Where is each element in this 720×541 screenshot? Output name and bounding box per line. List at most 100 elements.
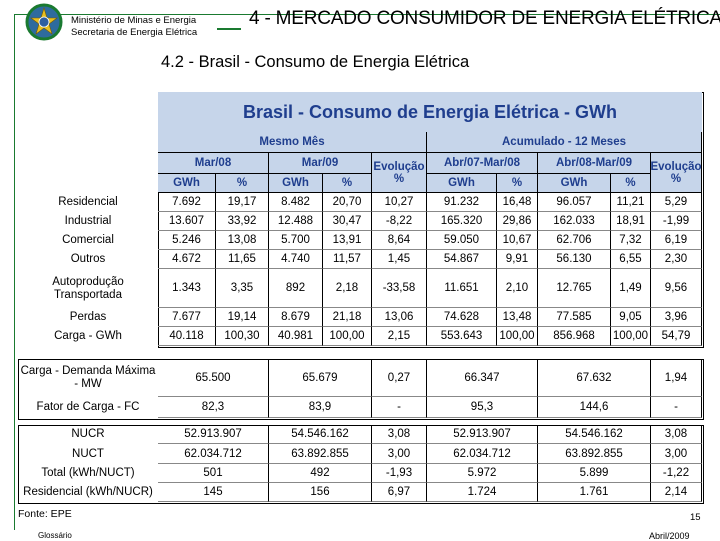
unit-header-7: % [611, 174, 651, 193]
table-cell: 11,21 [611, 193, 651, 212]
row-label: Perdas [69, 311, 107, 323]
table-cell: 2,30 [651, 250, 702, 269]
table-cell: 18,91 [611, 212, 651, 231]
table-cell: -33,58 [372, 269, 427, 308]
table-cell: 62.034.712 [427, 444, 538, 464]
consumer-table [18, 425, 704, 504]
table-cell: 96.057 [538, 193, 611, 212]
group-header-mesmo-mes: Mesmo Mês [158, 132, 427, 153]
table-cell: -1,93 [372, 464, 427, 483]
load-table [18, 359, 704, 420]
table-cell: 54.546.162 [269, 425, 372, 444]
table-cell: 156 [269, 483, 372, 502]
table-cell: 5.972 [427, 464, 538, 483]
period-header-3: Abr/07-Mar/08 [427, 153, 538, 174]
table-cell: 56.130 [538, 250, 611, 269]
row-label: Autoprodução Transportada [52, 275, 124, 301]
table-cell: 3,00 [372, 444, 427, 464]
table-cell: 12.488 [269, 212, 323, 231]
table-cell: 145 [158, 483, 269, 502]
table-cell: 62.034.712 [158, 444, 269, 464]
table-cell: 63.892.855 [269, 444, 372, 464]
table-cell: 492 [269, 464, 372, 483]
table-cell: 95,3 [427, 397, 538, 418]
row-label: Carga - GWh [54, 330, 122, 342]
table-cell: 165.320 [427, 212, 497, 231]
table-cell: 29,86 [497, 212, 538, 231]
table-cell: 13,08 [216, 231, 269, 250]
table-cell: 13,48 [497, 308, 538, 327]
table-cell: 12.765 [538, 269, 611, 308]
period-header-4: Abr/08-Mar/09 [538, 153, 651, 174]
frame-left-line [14, 14, 15, 530]
table-cell: 100,00 [323, 327, 372, 346]
table-cell: 62.706 [538, 231, 611, 250]
table-cell: 7.692 [158, 193, 216, 212]
table-cell: 4.672 [158, 250, 216, 269]
table-cell: 77.585 [538, 308, 611, 327]
row-label: Outros [70, 253, 106, 265]
table-cell: 1.724 [427, 483, 538, 502]
row-label: Fator de Carga - FC [36, 401, 140, 413]
table-cell: 856.968 [538, 327, 611, 346]
table-cell: 3,00 [651, 444, 702, 464]
table-cell: 54.546.162 [538, 425, 651, 444]
table-cell: 33,92 [216, 212, 269, 231]
table-cell: 9,56 [651, 269, 702, 308]
table-cell: 82,3 [158, 397, 269, 418]
table-cell: 2,15 [372, 327, 427, 346]
table-cell: 892 [269, 269, 323, 308]
table-cell: 10,27 [372, 193, 427, 212]
table-cell: 19,14 [216, 308, 269, 327]
table-cell: 3,08 [651, 425, 702, 444]
table-cell: 7,32 [611, 231, 651, 250]
table-cell: 13.607 [158, 212, 216, 231]
table-cell: 100,00 [497, 327, 538, 346]
national-emblem-icon [25, 3, 63, 41]
row-label: Industrial [64, 215, 112, 227]
table-cell: 144,6 [538, 397, 651, 418]
table-cell: 8.482 [269, 193, 323, 212]
table-cell: 91.232 [427, 193, 497, 212]
table-cell: 6,19 [651, 231, 702, 250]
table-cell: 20,70 [323, 193, 372, 212]
table-cell: -1,99 [651, 212, 702, 231]
page-subtitle: 4.2 - Brasil - Consumo de Energia Elétri… [161, 53, 470, 71]
unit-header-6: GWh [538, 174, 611, 193]
table-cell: 162.033 [538, 212, 611, 231]
unit-header-1: % [216, 174, 269, 193]
row-label: NUCT [72, 447, 104, 460]
table-cell: 100,00 [611, 327, 651, 346]
row-label: Carga - Demanda Máxima - MW [20, 365, 156, 390]
row-label: NUCR [71, 428, 105, 440]
table-cell: -1,22 [651, 464, 702, 483]
table-cell: 10,67 [497, 231, 538, 250]
secretariat-name: Secretaria de Energia Elétrica [71, 27, 198, 38]
row-label: Residencial [58, 196, 118, 208]
table-cell: 3,08 [372, 425, 427, 444]
table-cell: 54.867 [427, 250, 497, 269]
table-cell: 52.913.907 [427, 425, 538, 444]
table-cell: 54,79 [651, 327, 702, 346]
table-cell: - [651, 397, 702, 418]
group-header-acumulado: Acumulado - 12 Meses [427, 132, 702, 153]
table-cell: 4.740 [269, 250, 323, 269]
table-cell: 1.761 [538, 483, 651, 502]
table-cell: 1,94 [651, 359, 702, 397]
table-cell: 67.632 [538, 359, 651, 397]
table-cell: 65.500 [158, 359, 269, 397]
table-cell: 6,55 [611, 250, 651, 269]
table-cell: 5,29 [651, 193, 702, 212]
table-cell: 5.700 [269, 231, 323, 250]
publication-date: Abril/2009 [649, 531, 690, 541]
glossary-link[interactable]: Glossário [38, 531, 72, 540]
table-cell: 13,06 [372, 308, 427, 327]
table-cell: 40.118 [158, 327, 216, 346]
table-cell: 1,49 [611, 269, 651, 308]
table-cell: 6,97 [372, 483, 427, 502]
table-cell: 74.628 [427, 308, 497, 327]
row-label: Total (kWh/NUCT) [41, 467, 135, 479]
table-cell: 19,17 [216, 193, 269, 212]
table-cell: 66.347 [427, 359, 538, 397]
unit-header-5: % [497, 174, 538, 193]
